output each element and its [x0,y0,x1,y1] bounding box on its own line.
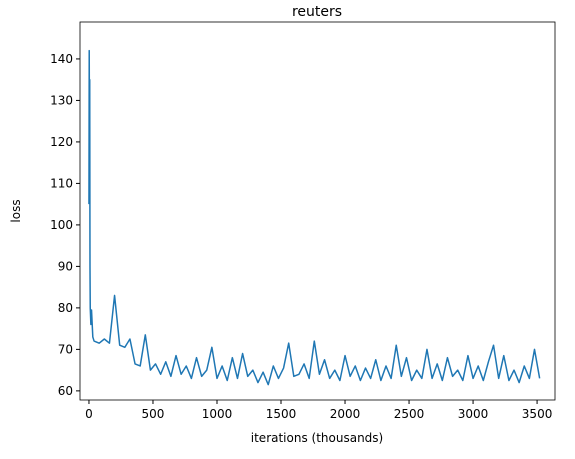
x-tick-label: 0 [85,407,93,421]
x-tick-label: 3500 [522,407,553,421]
y-tick-label: 60 [58,384,73,398]
y-tick-label: 90 [58,259,73,273]
y-axis-label: loss [9,199,23,222]
x-tick-label: 1000 [202,407,233,421]
chart-title: reuters [292,4,342,20]
x-tick-label: 500 [142,407,165,421]
x-tick-label: 2500 [394,407,425,421]
y-tick-label: 80 [58,301,73,315]
x-tick-label: 2000 [330,407,361,421]
x-tick-label: 1500 [266,407,297,421]
y-tick-label: 110 [50,176,73,190]
y-tick-label: 130 [50,93,73,107]
loss-line [88,49,541,386]
y-tick-label: 100 [50,218,73,232]
x-tick-label: 3000 [458,407,489,421]
plot-frame [79,21,556,401]
y-tick-label: 140 [50,52,73,66]
y-tick-label: 120 [50,135,73,149]
y-tick-label: 70 [58,342,73,356]
x-axis-label: iterations (thousands) [251,431,383,445]
